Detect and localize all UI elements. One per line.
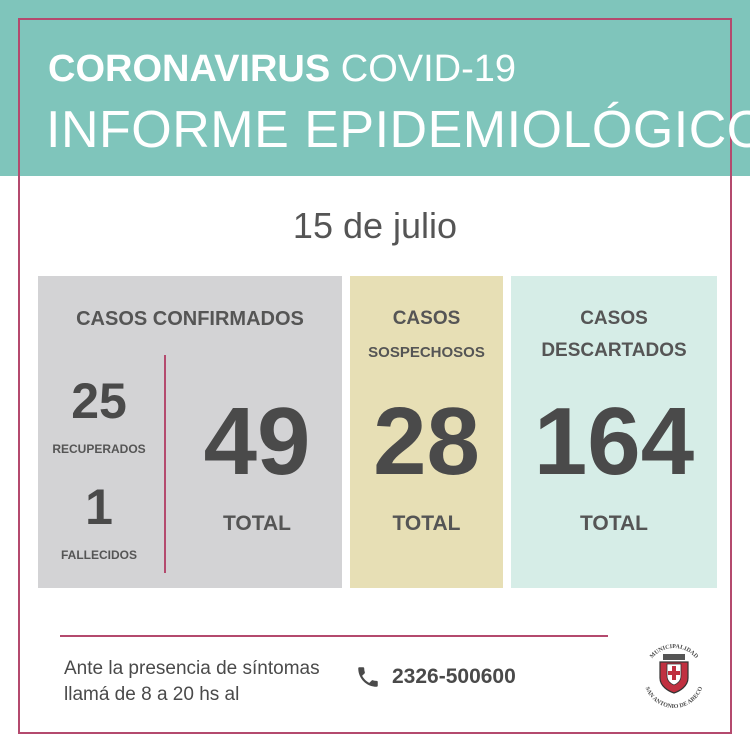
confirmed-total-label: TOTAL <box>222 512 292 535</box>
phone-icon <box>358 667 378 687</box>
title-bold: CORONAVIRUS <box>48 48 331 90</box>
discarded-total-value: 164 <box>533 388 695 495</box>
footer-divider <box>60 635 608 637</box>
deceased-block: 1 FALLECIDOS <box>38 482 160 562</box>
phone-number: 2326-500600 <box>392 665 516 688</box>
confirmed-title: CASOS CONFIRMADOS <box>76 308 304 330</box>
recovered-value: 25 <box>71 373 127 429</box>
discarded-title-line2: DESCARTADOS <box>541 340 687 361</box>
suspected-title-line2: SOSPECHOSOS <box>368 344 485 361</box>
discarded-title-line1: CASOS <box>580 308 648 329</box>
footer-line1: Ante la presencia de síntomas <box>64 658 320 679</box>
footer-line2: llamá de 8 a 20 hs al <box>64 684 240 705</box>
discarded-panel: CASOS DESCARTADOS 164 TOTAL <box>511 276 717 588</box>
header-banner <box>0 0 750 176</box>
page-frame <box>18 18 732 734</box>
footer-message: Ante la presencia de síntomas llamá de 8… <box>64 656 320 708</box>
confirmed-total-value: 49 <box>203 388 311 495</box>
confirmed-panel: CASOS CONFIRMADOS 25 RECUPERADOS 1 FALLE… <box>38 276 342 588</box>
header-title: CORONAVIRUS COVID-19 <box>48 48 516 91</box>
title-light: COVID-19 <box>340 48 517 90</box>
suspected-total-value: 28 <box>373 388 480 495</box>
recovered-block: 25 RECUPERADOS <box>38 376 160 456</box>
discarded-total-label: TOTAL <box>579 512 649 535</box>
confirmed-divider <box>164 355 166 573</box>
deceased-label: FALLECIDOS <box>60 548 137 562</box>
report-date: 15 de julio <box>292 205 458 246</box>
deceased-value: 1 <box>85 479 113 535</box>
header-subtitle: INFORME EPIDEMIOLÓGICO <box>46 101 750 159</box>
suspected-total-label: TOTAL <box>392 512 461 535</box>
municipality-logo: MUNICIPALIDAD SAN ANTONIO DE ARECO <box>644 644 705 710</box>
suspected-title-line1: CASOS <box>392 308 461 329</box>
recovered-label: RECUPERADOS <box>52 442 146 456</box>
suspected-panel: CASOS SOSPECHOSOS 28 TOTAL <box>350 276 503 588</box>
